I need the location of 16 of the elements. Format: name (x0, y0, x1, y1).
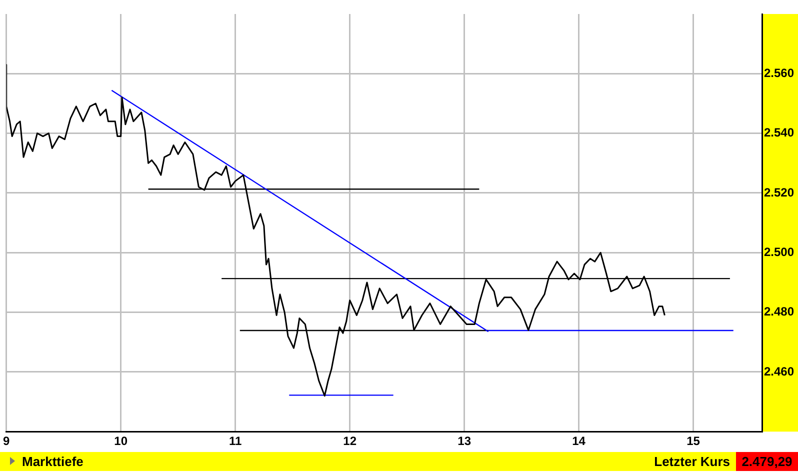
y-tick-label: 2.520 (764, 185, 794, 200)
x-tick-label: 12 (343, 434, 357, 448)
x-tick-label: 14 (572, 434, 586, 448)
text: 2.479,29 (736, 452, 798, 471)
x-tick-label: 10 (114, 434, 128, 448)
x-tick-label: 9 (2, 434, 10, 448)
x-tick-label: 11 (228, 434, 242, 448)
y-tick-label: 2.460 (764, 364, 794, 378)
y-tick-label: 2.560 (764, 66, 794, 80)
text: Markttiefe (22, 454, 84, 469)
x-tick-label: 15 (686, 434, 700, 448)
y-tick-label: 2.540 (764, 126, 794, 140)
text: Letzter Kurs (654, 454, 730, 469)
y-tick-label: 2.500 (764, 244, 794, 259)
y-tick-label: 2.480 (764, 304, 794, 319)
x-tick-label: 13 (458, 434, 472, 448)
